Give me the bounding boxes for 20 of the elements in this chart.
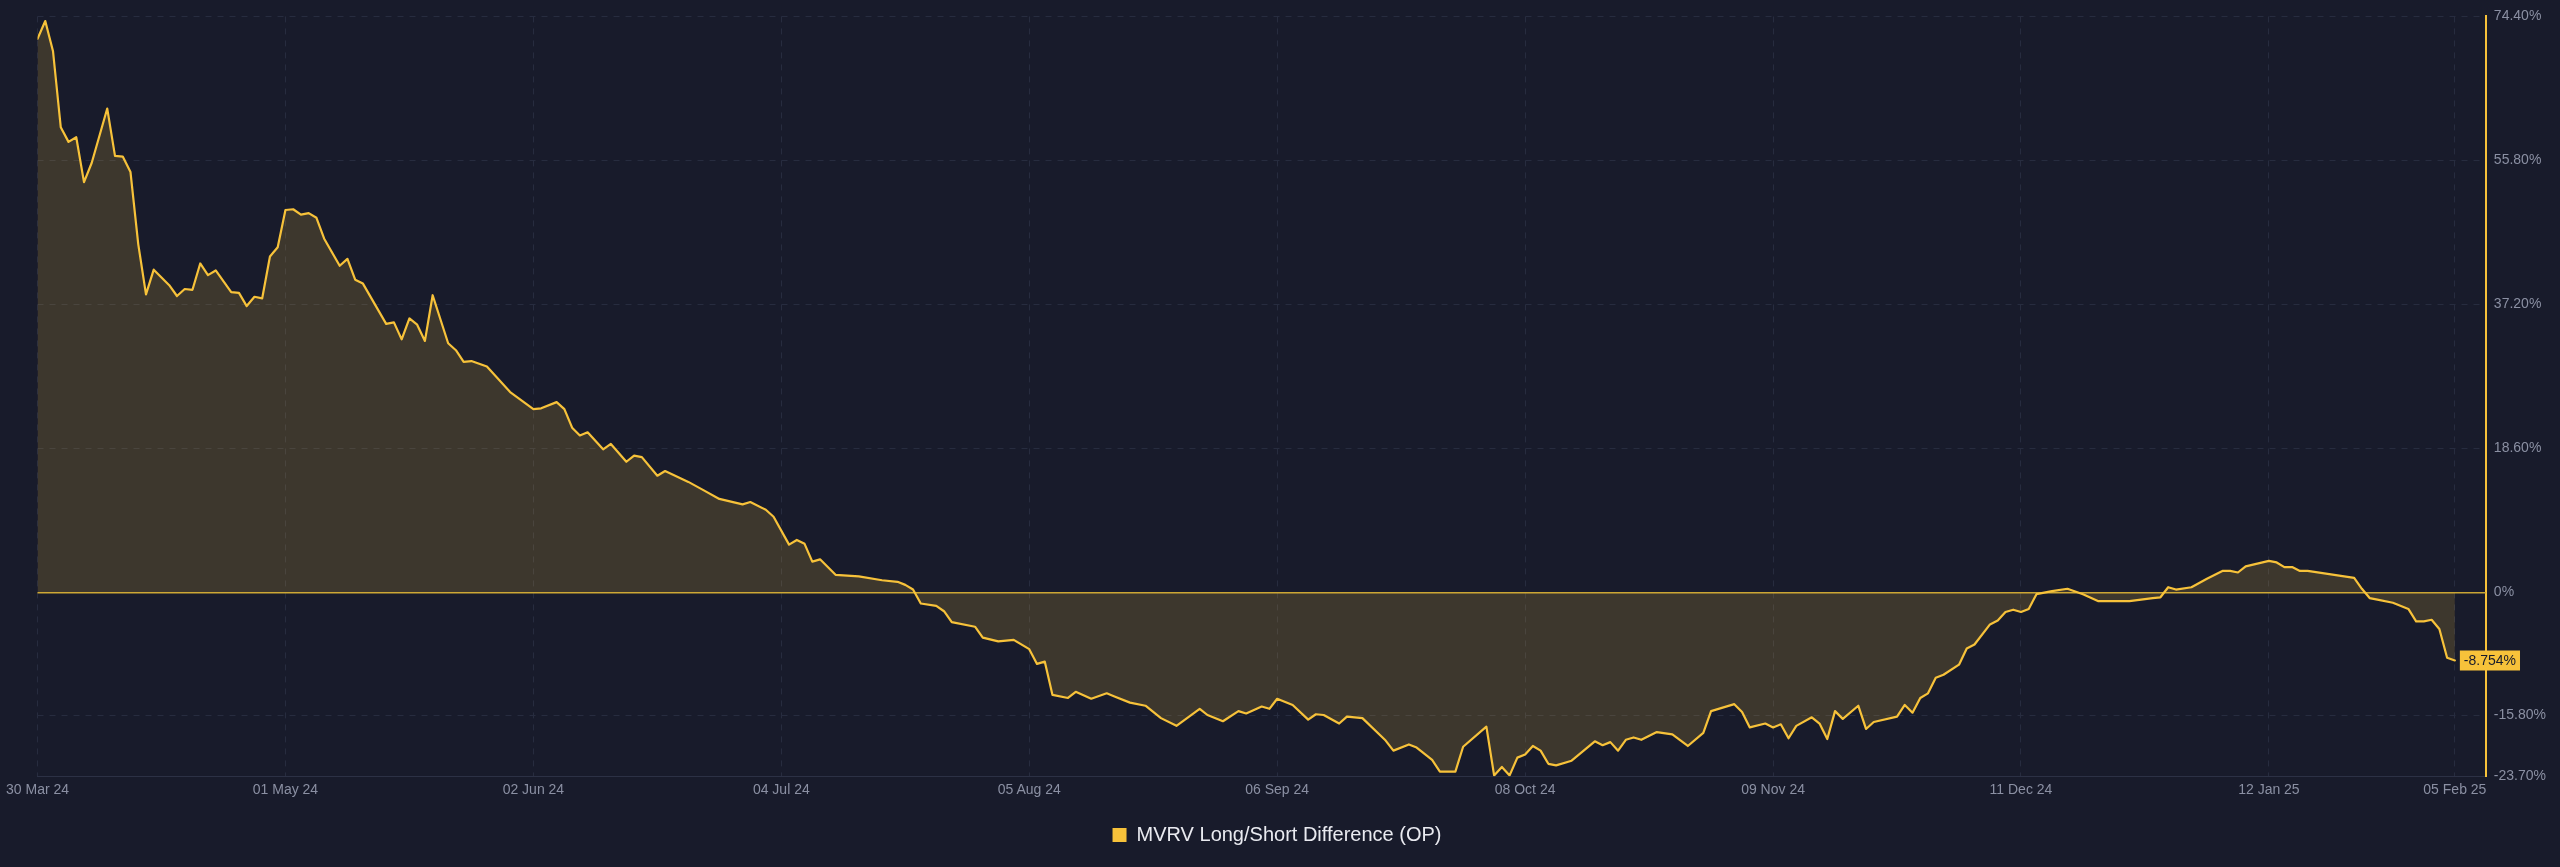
- y-tick-label: 18.60%: [2493, 439, 2542, 456]
- y-tick-label: -15.80%: [2493, 705, 2547, 722]
- x-tick-label: 05 Aug 24: [997, 781, 1061, 798]
- x-tick-label: 30 Mar 24: [5, 781, 70, 798]
- legend-label: MVRV Long/Short Difference (OP): [1136, 822, 1442, 845]
- x-tick-label: 11 Dec 24: [1989, 781, 2053, 798]
- x-tick-label: 08 Oct 24: [1494, 781, 1556, 798]
- x-tick-label: 05 Feb 25: [2423, 781, 2487, 798]
- y-tick-label: 37.20%: [2493, 295, 2542, 312]
- annotation: -8.754%: [2463, 652, 2517, 669]
- y-tick-label: 0%: [2493, 583, 2515, 600]
- y-tick-label: 55.80%: [2493, 151, 2542, 168]
- x-tick-label: 01 May 24: [252, 781, 319, 798]
- y-tick-label: -23.70%: [2493, 767, 2547, 784]
- x-tick-label: 06 Sep 24: [1245, 781, 1310, 798]
- x-tick-label: 02 Jun 24: [502, 781, 565, 798]
- y-tick-label: 74.40%: [2493, 7, 2542, 24]
- x-tick-label: 09 Nov 24: [1741, 781, 1806, 798]
- x-tick-label: 04 Jul 24: [752, 781, 810, 798]
- x-tick-label: 12 Jan 25: [2238, 781, 2300, 798]
